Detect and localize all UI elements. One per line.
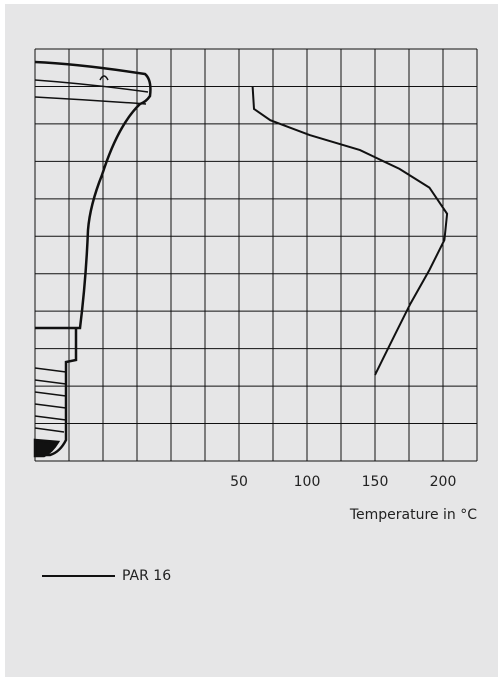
x-axis-label: Temperature in °C	[349, 507, 477, 523]
x-tick-label: 100	[294, 474, 321, 490]
chart: Temperature in °C PAR 16 50 100 150 200	[0, 0, 503, 682]
x-tick-label: 200	[430, 474, 457, 490]
x-tick-label: 50	[230, 474, 248, 490]
x-tick-label: 150	[362, 474, 389, 490]
legend-label: PAR 16	[122, 568, 171, 584]
